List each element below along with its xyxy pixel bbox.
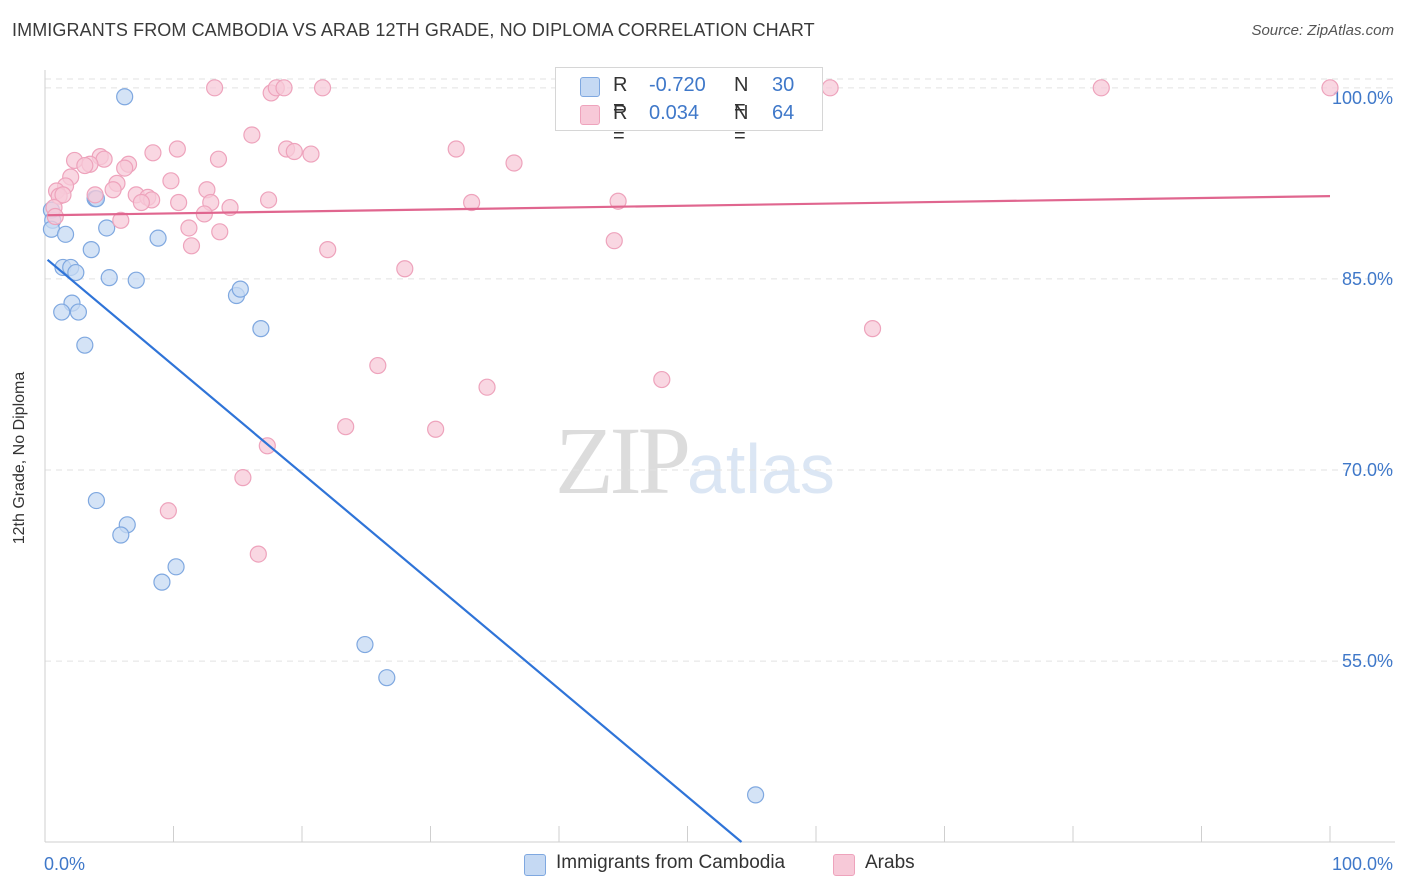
x-tick-label: 0.0% xyxy=(44,854,85,874)
trend-line-cambodia xyxy=(46,258,743,843)
data-point-arabs xyxy=(427,420,445,438)
legend-r-value: -0.720 xyxy=(649,74,706,96)
y-tick-label: 85.0% xyxy=(1342,269,1393,289)
data-point-cambodia xyxy=(56,225,75,243)
data-point-arabs xyxy=(369,356,387,375)
data-point-arabs xyxy=(168,140,186,158)
data-point-cambodia xyxy=(87,491,106,510)
y-tick-label: 70.0% xyxy=(1342,460,1393,480)
data-point-cambodia xyxy=(98,219,116,237)
data-point-arabs xyxy=(144,144,162,162)
legend-r-label: R = xyxy=(613,74,628,119)
data-point-arabs xyxy=(275,79,293,97)
data-point-arabs xyxy=(170,193,188,212)
data-point-arabs xyxy=(259,191,278,209)
blue-swatch-icon xyxy=(524,854,546,876)
data-point-cambodia xyxy=(153,573,171,591)
watermark: ZIPatlas xyxy=(555,405,835,516)
blue-swatch-icon xyxy=(580,77,600,97)
chart-title: IMMIGRANTS FROM CAMBODIA VS ARAB 12TH GR… xyxy=(12,20,815,40)
data-point-cambodia xyxy=(378,669,396,687)
series-legend: Immigrants from Cambodia Arabs xyxy=(0,850,1406,878)
data-point-cambodia xyxy=(67,263,85,282)
data-point-arabs xyxy=(234,469,252,487)
x-tick-label: 100.0% xyxy=(1332,854,1393,874)
legend-n-value: 30 xyxy=(772,74,795,96)
data-point-arabs xyxy=(319,241,337,259)
data-point-arabs xyxy=(285,142,303,161)
data-point-arabs xyxy=(463,193,481,212)
data-point-arabs xyxy=(76,156,94,175)
data-point-arabs xyxy=(1321,79,1339,97)
y-tick-label: 100.0% xyxy=(1332,88,1393,108)
data-point-arabs xyxy=(505,154,523,172)
data-point-arabs xyxy=(182,237,201,255)
data-point-arabs xyxy=(116,159,134,177)
y-tick-label: 55.0% xyxy=(1342,651,1393,671)
data-point-arabs xyxy=(54,186,72,204)
legend-n-value: 64 xyxy=(772,102,795,124)
data-point-cambodia xyxy=(100,269,118,287)
data-point-arabs xyxy=(132,193,150,212)
data-point-cambodia xyxy=(167,558,185,576)
data-point-cambodia xyxy=(231,280,249,298)
legend-label-arabs: Arabs xyxy=(865,852,915,873)
data-point-arabs xyxy=(180,219,198,237)
trend-line-arabs xyxy=(47,195,1331,217)
data-point-cambodia xyxy=(127,271,145,289)
data-point-cambodia xyxy=(356,635,374,654)
data-point-cambodia xyxy=(149,229,167,247)
data-point-arabs xyxy=(206,79,224,97)
data-point-arabs xyxy=(159,502,177,520)
watermark-zip: ZIP xyxy=(555,407,691,514)
data-point-arabs xyxy=(302,145,320,163)
data-point-arabs xyxy=(162,172,180,190)
data-point-cambodia xyxy=(116,88,134,106)
legend-r-label: R = xyxy=(613,102,628,147)
legend-n-label: N = xyxy=(734,74,749,119)
data-point-arabs xyxy=(46,207,64,226)
data-point-arabs xyxy=(337,418,355,436)
source-attribution: Source: ZipAtlas.com xyxy=(1251,22,1394,39)
pink-swatch-icon xyxy=(833,854,855,876)
data-point-arabs xyxy=(243,126,261,144)
data-point-arabs xyxy=(478,378,496,396)
pink-swatch-icon xyxy=(580,105,600,125)
data-point-cambodia xyxy=(112,526,130,544)
data-point-arabs xyxy=(863,320,882,338)
data-point-arabs xyxy=(86,186,104,204)
watermark-atlas: atlas xyxy=(687,430,835,508)
data-point-cambodia xyxy=(76,336,94,354)
data-point-cambodia xyxy=(82,241,100,259)
legend-n-label: N = xyxy=(734,102,749,147)
data-point-arabs xyxy=(609,192,627,210)
data-point-cambodia xyxy=(252,320,270,338)
data-point-arabs xyxy=(396,260,414,278)
data-point-cambodia xyxy=(53,303,71,321)
legend-r-value: 0.034 xyxy=(649,102,700,124)
data-point-arabs xyxy=(211,223,229,241)
data-point-arabs xyxy=(821,79,839,97)
legend-label-cambodia: Immigrants from Cambodia xyxy=(556,852,786,873)
data-point-arabs xyxy=(313,79,332,97)
data-point-arabs xyxy=(112,211,130,229)
data-point-arabs xyxy=(1092,79,1110,97)
data-point-cambodia xyxy=(747,786,765,804)
data-point-arabs xyxy=(249,545,267,563)
data-point-arabs xyxy=(605,232,623,250)
data-point-cambodia xyxy=(69,303,88,321)
correlation-legend: R = -0.720 N = 30 R = 0.034 N = 64 xyxy=(555,67,823,147)
data-point-arabs xyxy=(447,140,465,158)
data-point-arabs xyxy=(653,370,671,389)
data-point-arabs xyxy=(209,150,228,168)
data-point-arabs xyxy=(104,181,122,199)
